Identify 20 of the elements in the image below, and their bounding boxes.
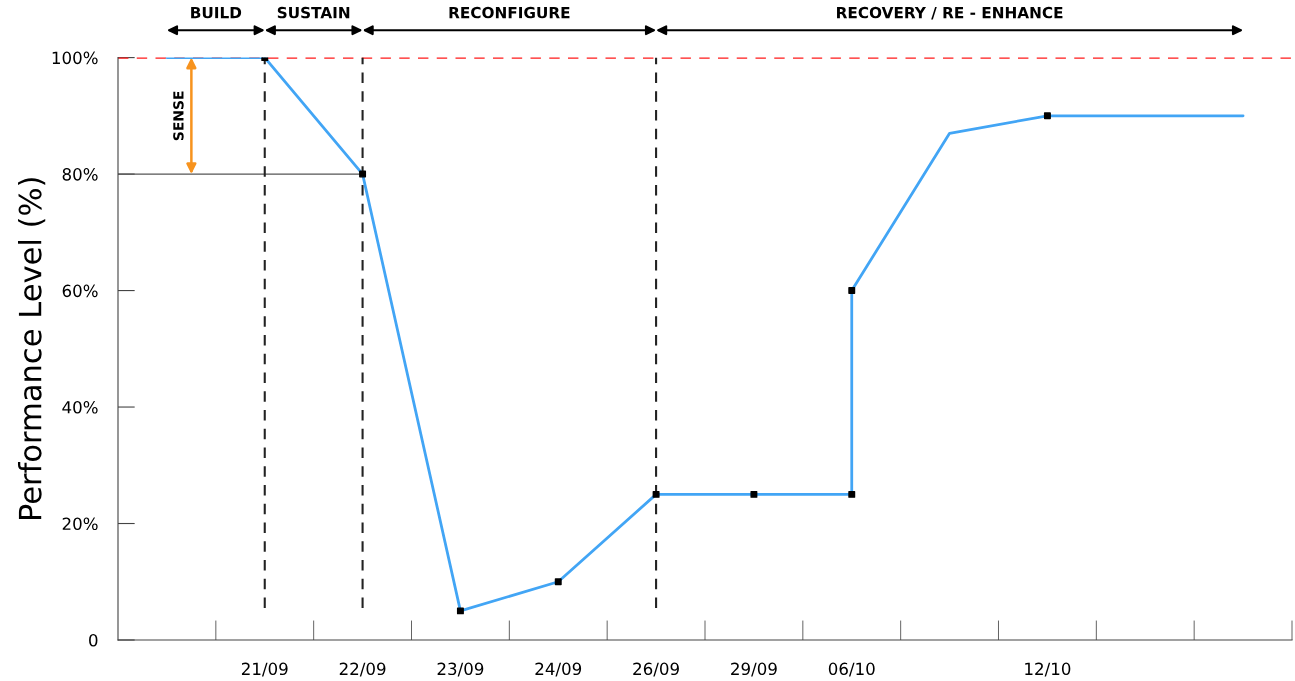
y-tick-label: 20% (62, 517, 98, 531)
x-tick-label: 26/09 (633, 662, 679, 677)
y-tick-label: 60% (62, 284, 98, 298)
x-tick-label: 12/10 (1025, 662, 1071, 677)
x-tick-label: 24/09 (535, 662, 582, 677)
text: BUILD (191, 7, 242, 19)
x-tick-label: 21/09 (241, 662, 288, 677)
x-tick-label: 29/09 (731, 662, 777, 677)
x-tick-label: 06/10 (828, 662, 875, 677)
y-tick-label: 40% (62, 401, 98, 414)
y-tick-label: 0 (89, 633, 98, 647)
text: RECONFIGURE (449, 6, 570, 19)
y-tick-label: 100% (52, 51, 98, 65)
annotation: SENSE (173, 91, 184, 141)
x-tick-label: 23/09 (437, 662, 484, 677)
y-axis-title: Performance Level (%) (17, 178, 46, 520)
text: SUSTAIN (277, 6, 350, 19)
y-tick-label: 80% (62, 168, 98, 181)
x-tick-label: 22/09 (339, 662, 386, 677)
text: RECOVERY / RE - ENHANCE (837, 6, 1063, 20)
